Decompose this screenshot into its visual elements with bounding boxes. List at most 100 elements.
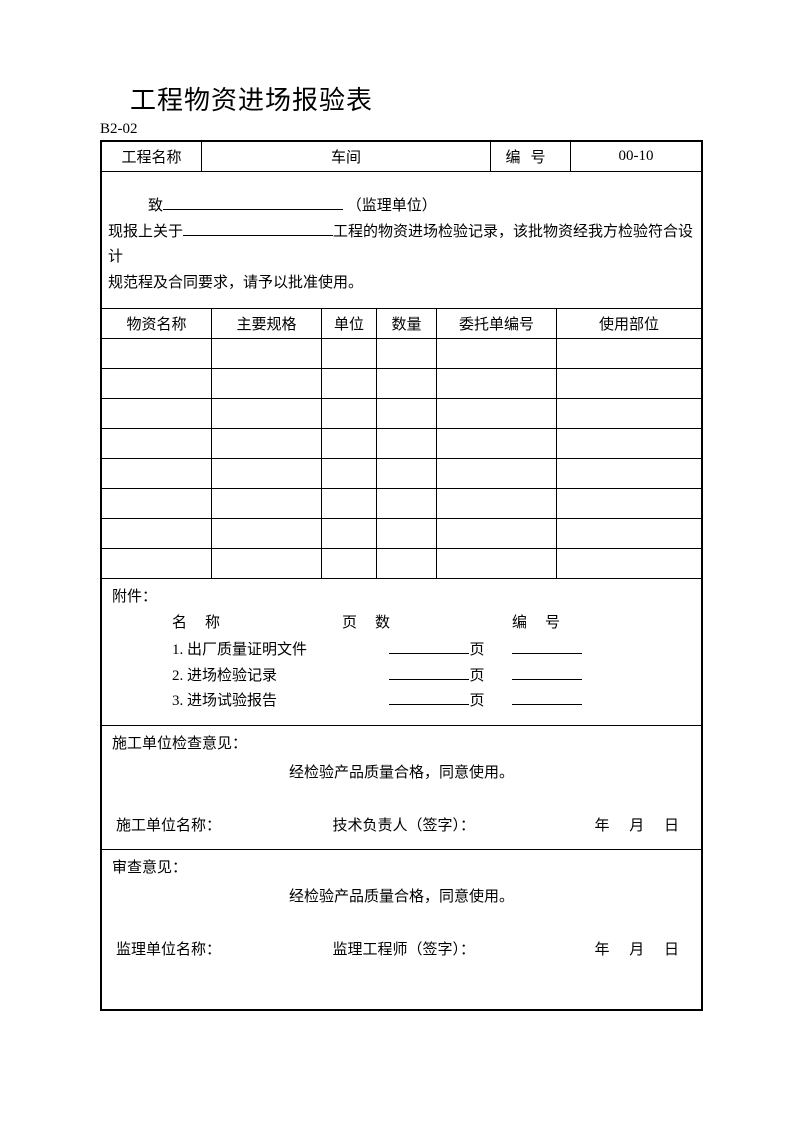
table-cell[interactable] bbox=[212, 519, 322, 548]
project-name-value: 车间 bbox=[202, 142, 491, 171]
table-cell[interactable] bbox=[102, 369, 212, 398]
table-cell[interactable] bbox=[212, 369, 322, 398]
table-cell[interactable] bbox=[437, 519, 557, 548]
construction-opinion: 施工单位检查意见： 经检验产品质量合格，同意使用。 施工单位名称： 技术负责人（… bbox=[102, 726, 701, 850]
table-cell[interactable] bbox=[212, 429, 322, 458]
table-cell[interactable] bbox=[437, 369, 557, 398]
table-cell[interactable] bbox=[557, 489, 701, 518]
table-cell[interactable] bbox=[322, 549, 377, 578]
table-cell[interactable] bbox=[212, 489, 322, 518]
table-cell[interactable] bbox=[212, 549, 322, 578]
attachment-pages-suffix: 页 bbox=[469, 668, 484, 684]
table-cell[interactable] bbox=[557, 549, 701, 578]
attachment-number-blank[interactable] bbox=[512, 665, 582, 680]
table-cell[interactable] bbox=[212, 459, 322, 488]
table-row bbox=[102, 519, 701, 549]
memo-to-blank[interactable] bbox=[163, 195, 343, 210]
table-cell[interactable] bbox=[377, 489, 437, 518]
table-cell[interactable] bbox=[322, 459, 377, 488]
table-row bbox=[102, 339, 701, 369]
table-cell[interactable] bbox=[102, 489, 212, 518]
table-cell[interactable] bbox=[322, 429, 377, 458]
opinion1-date: 年 月 日 bbox=[586, 814, 687, 835]
attachment-name: 1. 出厂质量证明文件 bbox=[172, 638, 362, 664]
table-cell[interactable] bbox=[322, 489, 377, 518]
table-cell[interactable] bbox=[377, 339, 437, 368]
table-cell[interactable] bbox=[557, 519, 701, 548]
table-cell[interactable] bbox=[322, 369, 377, 398]
attachments-label: 附件： bbox=[112, 585, 691, 611]
materials-header-row: 物资名称 主要规格 单位 数量 委托单编号 使用部位 bbox=[102, 309, 701, 339]
table-cell[interactable] bbox=[102, 459, 212, 488]
attachment-number-blank[interactable] bbox=[512, 690, 582, 705]
attachment-pages-blank[interactable] bbox=[389, 690, 469, 705]
attachment-pages: 页 bbox=[362, 664, 512, 690]
table-cell[interactable] bbox=[102, 339, 212, 368]
table-cell[interactable] bbox=[557, 339, 701, 368]
attachment-number bbox=[512, 689, 582, 715]
number-value: 00-10 bbox=[571, 142, 701, 171]
opinion2-date: 年 月 日 bbox=[586, 938, 687, 959]
opinion1-signer-label: 技术负责人（签字）： bbox=[332, 814, 475, 835]
table-cell[interactable] bbox=[377, 549, 437, 578]
table-cell[interactable] bbox=[437, 339, 557, 368]
table-cell[interactable] bbox=[557, 459, 701, 488]
project-name-label: 工程名称 bbox=[102, 142, 202, 171]
opinion2-head: 审查意见： bbox=[112, 856, 691, 877]
table-cell[interactable] bbox=[102, 519, 212, 548]
attachment-number-blank[interactable] bbox=[512, 639, 582, 654]
col-unit: 单位 bbox=[322, 309, 377, 338]
attachment-pages-suffix: 页 bbox=[469, 642, 484, 658]
table-cell[interactable] bbox=[377, 429, 437, 458]
memo-to-label: 致 bbox=[148, 198, 163, 214]
form-title: 工程物资进场报验表 bbox=[130, 80, 703, 117]
table-cell[interactable] bbox=[437, 459, 557, 488]
table-cell[interactable] bbox=[437, 549, 557, 578]
opinion1-year: 年 bbox=[594, 814, 609, 835]
col-spec: 主要规格 bbox=[212, 309, 322, 338]
attachment-pages-blank[interactable] bbox=[389, 665, 469, 680]
table-cell[interactable] bbox=[322, 519, 377, 548]
table-row bbox=[102, 369, 701, 399]
attachment-row: 2. 进场检验记录 页 bbox=[172, 664, 691, 690]
attachment-row: 3. 进场试验报告页 bbox=[172, 689, 691, 715]
opinion2-signer-label: 监理工程师（签字）： bbox=[332, 938, 475, 959]
attachments-block: 附件： 名称 页数 编号 1. 出厂质量证明文件页2. 进场检验记录页3. 进场… bbox=[102, 579, 701, 726]
table-cell[interactable] bbox=[212, 399, 322, 428]
opinion2-year: 年 bbox=[594, 938, 609, 959]
table-row bbox=[102, 549, 701, 579]
table-row bbox=[102, 489, 701, 519]
table-cell[interactable] bbox=[437, 399, 557, 428]
table-cell[interactable] bbox=[557, 429, 701, 458]
table-cell[interactable] bbox=[437, 429, 557, 458]
review-opinion: 审查意见： 经检验产品质量合格，同意使用。 监理单位名称： 监理工程师（签字）：… bbox=[102, 850, 701, 1009]
col-usage-part: 使用部位 bbox=[557, 309, 701, 338]
table-cell[interactable] bbox=[377, 399, 437, 428]
att-head-number: 编号 bbox=[512, 611, 578, 637]
table-cell[interactable] bbox=[437, 489, 557, 518]
table-cell[interactable] bbox=[102, 549, 212, 578]
memo-project-blank[interactable] bbox=[183, 221, 333, 236]
table-row bbox=[102, 459, 701, 489]
table-cell[interactable] bbox=[322, 399, 377, 428]
table-cell[interactable] bbox=[102, 399, 212, 428]
table-cell[interactable] bbox=[557, 369, 701, 398]
attachment-pages-blank[interactable] bbox=[389, 639, 469, 654]
col-material-name: 物资名称 bbox=[102, 309, 212, 338]
table-cell[interactable] bbox=[212, 339, 322, 368]
attachment-name: 2. 进场检验记录 bbox=[172, 664, 362, 690]
table-cell[interactable] bbox=[322, 339, 377, 368]
form-code: B2-02 bbox=[100, 121, 703, 138]
attachment-pages: 页 bbox=[362, 638, 512, 664]
opinion2-foot: 监理单位名称： 监理工程师（签字）： 年 月 日 bbox=[112, 938, 691, 959]
table-cell[interactable] bbox=[102, 429, 212, 458]
table-row bbox=[102, 399, 701, 429]
opinion2-day: 日 bbox=[664, 938, 679, 959]
opinion1-body: 经检验产品质量合格，同意使用。 bbox=[112, 761, 691, 782]
table-cell[interactable] bbox=[377, 369, 437, 398]
memo-supervisor-note: （监理单位） bbox=[347, 198, 437, 214]
table-cell[interactable] bbox=[377, 519, 437, 548]
table-cell[interactable] bbox=[377, 459, 437, 488]
materials-body bbox=[102, 339, 701, 579]
table-cell[interactable] bbox=[557, 399, 701, 428]
